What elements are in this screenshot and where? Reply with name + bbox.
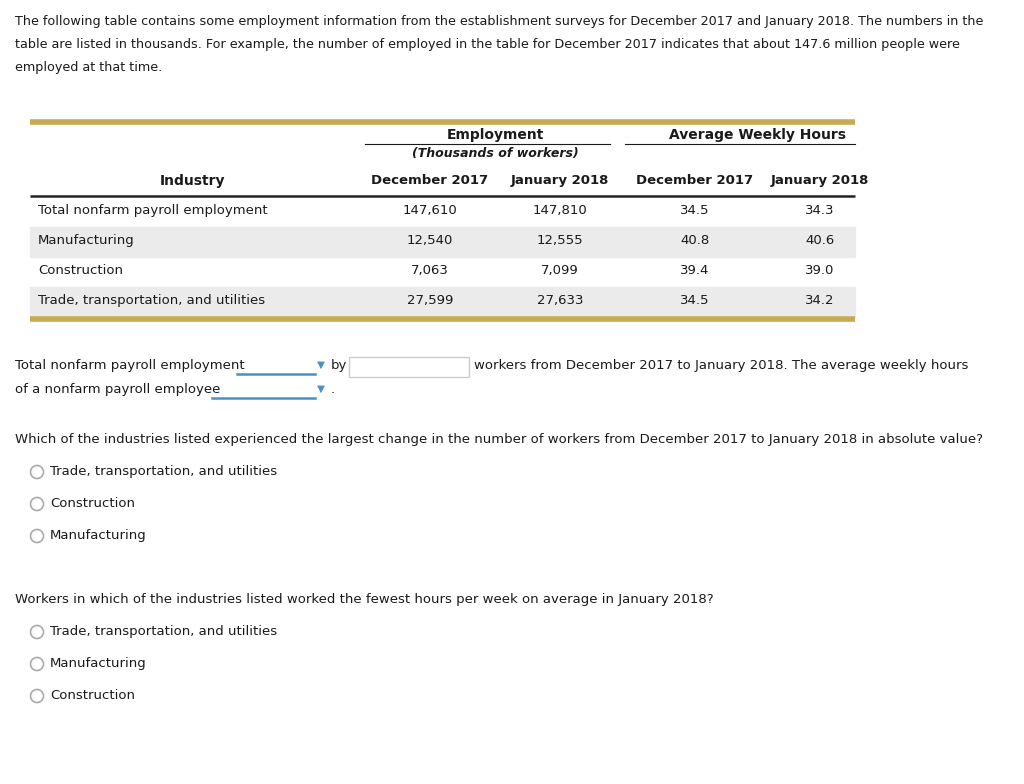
Text: 40.6: 40.6 xyxy=(805,234,835,246)
Text: Trade, transportation, and utilities: Trade, transportation, and utilities xyxy=(38,293,265,307)
Bar xyxy=(30,287,855,317)
Text: 7,063: 7,063 xyxy=(411,263,449,277)
Text: December 2017: December 2017 xyxy=(372,174,488,187)
Text: 40.8: 40.8 xyxy=(680,234,710,246)
Text: 147,610: 147,610 xyxy=(402,204,458,216)
Circle shape xyxy=(31,498,43,510)
Text: Construction: Construction xyxy=(38,263,123,277)
Text: 34.2: 34.2 xyxy=(805,293,835,307)
Text: The following table contains some employment information from the establishment : The following table contains some employ… xyxy=(15,15,983,28)
Text: Trade, transportation, and utilities: Trade, transportation, and utilities xyxy=(50,625,278,638)
Text: employed at that time.: employed at that time. xyxy=(15,61,162,74)
Text: December 2017: December 2017 xyxy=(637,174,754,187)
Text: Trade, transportation, and utilities: Trade, transportation, and utilities xyxy=(50,465,278,478)
Text: 34.5: 34.5 xyxy=(680,204,710,216)
Text: ▼: ▼ xyxy=(317,384,325,394)
Text: Manufacturing: Manufacturing xyxy=(50,529,146,542)
Text: Manufacturing: Manufacturing xyxy=(50,657,146,670)
Text: ▼: ▼ xyxy=(317,360,325,370)
Text: 7,099: 7,099 xyxy=(541,263,579,277)
Text: Manufacturing: Manufacturing xyxy=(38,234,135,246)
Text: January 2018: January 2018 xyxy=(771,174,869,187)
Text: (Thousands of workers): (Thousands of workers) xyxy=(412,147,579,160)
Text: by: by xyxy=(331,359,347,372)
Text: Workers in which of the industries listed worked the fewest hours per week on av: Workers in which of the industries liste… xyxy=(15,593,714,606)
Text: January 2018: January 2018 xyxy=(511,174,609,187)
Text: 39.4: 39.4 xyxy=(680,263,710,277)
Text: 39.0: 39.0 xyxy=(805,263,835,277)
Text: of a nonfarm payroll employee: of a nonfarm payroll employee xyxy=(15,383,220,396)
Bar xyxy=(30,227,855,257)
Text: Which of the industries listed experienced the largest change in the number of w: Which of the industries listed experienc… xyxy=(15,433,983,446)
Text: 12,540: 12,540 xyxy=(407,234,454,246)
Text: Employment: Employment xyxy=(446,128,544,142)
Bar xyxy=(349,357,469,377)
Text: 27,633: 27,633 xyxy=(537,293,584,307)
Circle shape xyxy=(31,689,43,702)
Text: 147,810: 147,810 xyxy=(532,204,588,216)
Circle shape xyxy=(31,626,43,638)
Circle shape xyxy=(31,466,43,478)
Text: 34.3: 34.3 xyxy=(805,204,835,216)
Text: table are listed in thousands. For example, the number of employed in the table : table are listed in thousands. For examp… xyxy=(15,38,959,51)
Text: Construction: Construction xyxy=(50,689,135,702)
Circle shape xyxy=(31,658,43,670)
Text: Total nonfarm payroll employment: Total nonfarm payroll employment xyxy=(15,359,245,372)
Text: Construction: Construction xyxy=(50,497,135,510)
Text: .: . xyxy=(331,383,335,396)
Text: Average Weekly Hours: Average Weekly Hours xyxy=(669,128,846,142)
Text: workers from December 2017 to January 2018. The average weekly hours: workers from December 2017 to January 20… xyxy=(474,359,969,372)
Text: Industry: Industry xyxy=(160,174,225,188)
Circle shape xyxy=(31,529,43,543)
Text: Total nonfarm payroll employment: Total nonfarm payroll employment xyxy=(38,204,267,216)
Text: 12,555: 12,555 xyxy=(537,234,584,246)
Text: 34.5: 34.5 xyxy=(680,293,710,307)
Text: 27,599: 27,599 xyxy=(407,293,454,307)
